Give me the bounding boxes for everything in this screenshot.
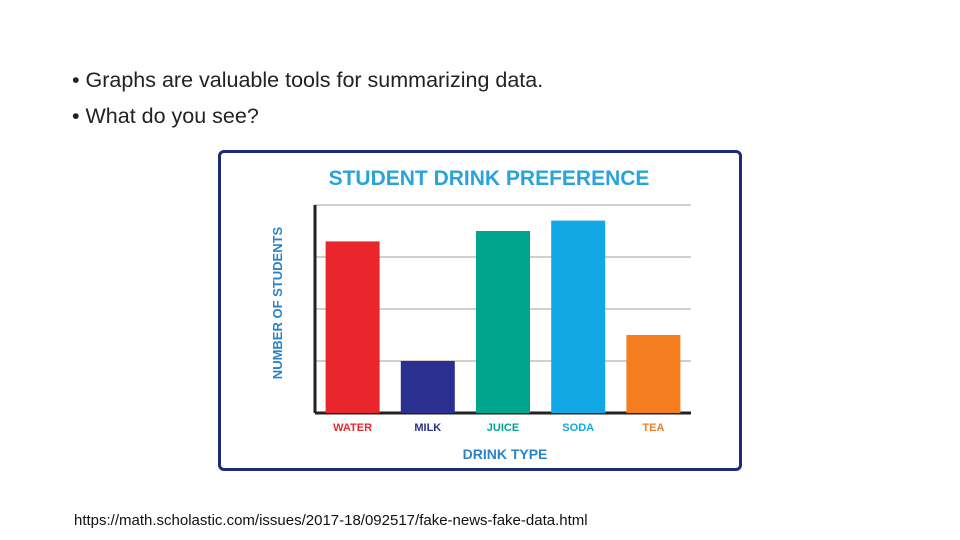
x-tick-label: JUICE: [487, 422, 519, 434]
source-url: https://math.scholastic.com/issues/2017-…: [74, 512, 588, 529]
x-tick-label: SODA: [562, 422, 594, 434]
y-axis-label: NUMBER OF STUDENTS: [270, 226, 285, 379]
bar-juice: [476, 231, 530, 413]
bullet-list: • Graphs are valuable tools for summariz…: [72, 62, 543, 134]
x-tick-label: MILK: [414, 422, 441, 434]
bar-soda: [551, 220, 606, 413]
bullet-item: • What do you see?: [72, 104, 259, 128]
bar-tea: [626, 335, 681, 413]
bar-milk: [400, 361, 455, 413]
bar-water: [325, 241, 380, 413]
bar-chart: STUDENT DRINK PREFERENCE WATER MILK JUICE SO…: [270, 167, 691, 462]
chart-title: STUDENT DRINK PREFERENCE: [329, 167, 650, 190]
x-tick-label: TEA: [642, 422, 664, 434]
x-axis-label: DRINK TYPE: [463, 446, 548, 462]
x-tick-label: WATER: [333, 422, 372, 434]
chart-frame: STUDENT DRINK PREFERENCE WATER MILK JUICE SO…: [218, 150, 742, 471]
bullet-item: • Graphs are valuable tools for summariz…: [72, 68, 544, 92]
